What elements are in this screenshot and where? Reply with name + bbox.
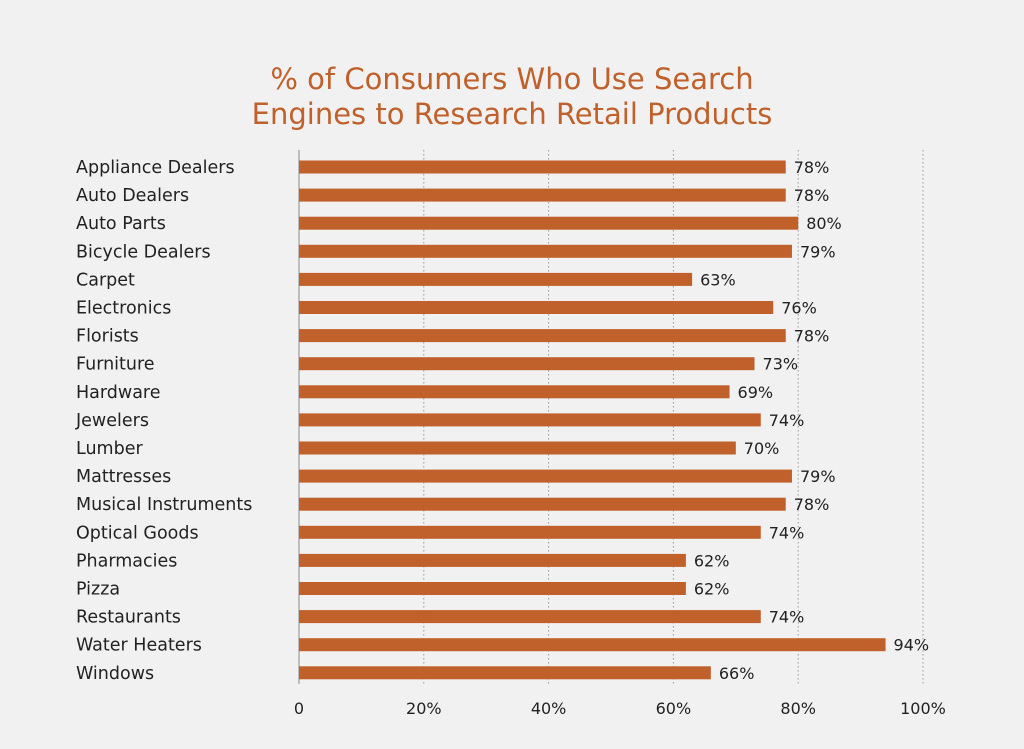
value-label: 78% [794,495,830,514]
bar [299,638,886,652]
category-label: Windows [76,664,154,684]
value-label: 70% [744,439,780,458]
value-label: 62% [694,551,730,570]
category-label: Pizza [76,580,120,600]
bar [299,160,786,174]
x-tick-label: 80% [780,699,816,718]
bar [299,469,792,483]
value-label: 74% [769,523,805,542]
value-label: 62% [694,580,730,599]
x-tick-label: 20% [406,699,442,718]
bar [299,497,786,511]
chart-title-line-2: Engines to Research Retail Products [251,97,773,131]
value-label: 78% [794,186,830,205]
value-label: 66% [719,664,755,683]
category-label: Florists [76,327,139,347]
value-label: 79% [800,467,836,486]
category-label: Water Heaters [76,636,202,656]
x-tick-label: 60% [656,699,692,718]
category-label: Carpet [76,270,135,290]
category-label: Musical Instruments [76,495,252,515]
value-label: 69% [738,383,774,402]
value-label: 78% [794,158,830,177]
category-label: Lumber [76,439,143,459]
category-label: Auto Dealers [76,186,189,206]
bar [299,441,736,455]
category-label: Appliance Dealers [76,158,235,178]
bar [299,301,774,314]
x-tick-label: 0 [294,699,304,718]
category-label: Bicycle Dealers [76,242,211,262]
x-tick-label: 40% [531,699,567,718]
value-label: 74% [769,608,805,627]
bar [299,553,686,567]
bar [299,610,761,624]
category-label: Optical Goods [76,523,199,543]
bar [299,216,799,230]
bar [299,272,693,286]
value-label: 73% [763,355,799,374]
value-label: 79% [800,242,836,261]
category-label: Furniture [76,355,155,375]
category-label: Electronics [76,299,171,319]
bar [299,582,686,595]
chart-title: % of Consumers Who Use Search Engines to… [0,62,1024,132]
value-label: 63% [700,270,736,289]
category-label: Hardware [76,383,161,403]
value-label: 76% [781,299,817,318]
bar [299,666,711,680]
chart-title-line-1: % of Consumers Who Use Search [270,62,754,96]
category-label: Pharmacies [76,551,177,571]
value-label: 78% [794,327,830,346]
category-label: Mattresses [76,467,171,487]
bar [299,525,761,539]
category-label: Jewelers [75,411,149,431]
category-label: Auto Parts [76,214,166,234]
value-label: 94% [894,636,930,655]
value-label: 74% [769,411,805,430]
bar [299,413,761,427]
category-label: Restaurants [76,608,181,628]
bar [299,385,730,399]
x-tick-label: 100% [900,699,946,718]
bar [299,244,792,258]
bar [299,329,786,343]
value-label: 80% [806,214,842,233]
bar [299,188,786,202]
bar [299,357,755,371]
